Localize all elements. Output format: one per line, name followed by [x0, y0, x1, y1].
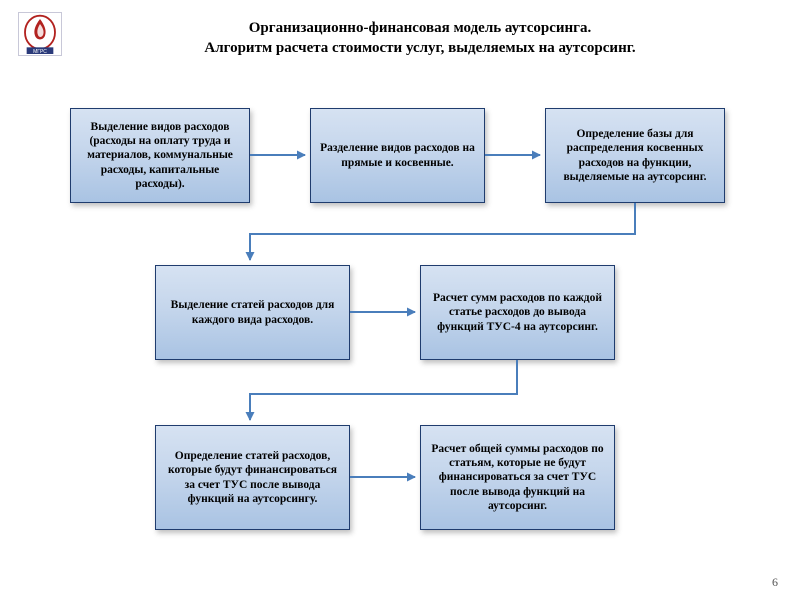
- flow-node-n1: Выделение видов расходов (расходы на опл…: [70, 108, 250, 203]
- flow-node-n4: Выделение статей расходов для каждого ви…: [155, 265, 350, 360]
- flow-node-n5: Расчет сумм расходов по каждой статье ра…: [420, 265, 615, 360]
- flow-node-n7: Расчет общей суммы расходов по статьям, …: [420, 425, 615, 530]
- flowchart-arrows: [0, 0, 800, 600]
- flow-node-n2: Разделение видов расходов на прямые и ко…: [310, 108, 485, 203]
- page-title: Организационно-финансовая модель аутсорс…: [80, 18, 760, 59]
- page-number: 6: [772, 575, 778, 590]
- title-line-2: Алгоритм расчета стоимости услуг, выделя…: [80, 38, 760, 58]
- svg-text:МГРС: МГРС: [33, 49, 47, 54]
- flow-node-n3: Определение базы для распределения косве…: [545, 108, 725, 203]
- flow-node-n6: Определение статей расходов, которые буд…: [155, 425, 350, 530]
- edge-n3-n4: [250, 203, 635, 260]
- mgrs-logo: МГРС: [18, 12, 62, 56]
- edge-n5-n6: [250, 360, 517, 420]
- title-line-1: Организационно-финансовая модель аутсорс…: [80, 18, 760, 38]
- flame-logo-icon: МГРС: [23, 14, 57, 54]
